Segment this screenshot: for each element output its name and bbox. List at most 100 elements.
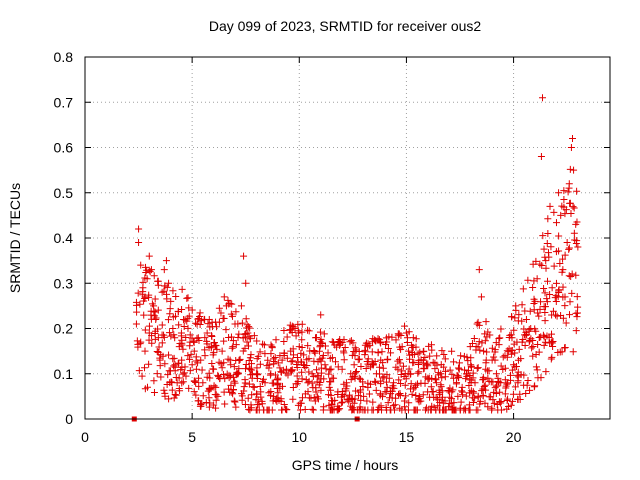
data-point bbox=[158, 321, 166, 329]
data-point bbox=[161, 282, 169, 290]
data-point bbox=[481, 399, 489, 407]
data-point bbox=[246, 324, 254, 332]
data-point bbox=[246, 365, 254, 373]
data-point bbox=[412, 343, 420, 351]
data-point bbox=[256, 383, 264, 391]
data-point bbox=[475, 266, 483, 274]
data-point bbox=[495, 378, 503, 386]
data-point bbox=[297, 349, 305, 357]
data-point bbox=[240, 252, 248, 260]
data-point bbox=[160, 333, 168, 341]
data-point bbox=[454, 392, 462, 400]
data-point bbox=[232, 403, 240, 411]
data-point bbox=[133, 301, 141, 309]
data-point bbox=[495, 334, 503, 342]
data-point bbox=[573, 218, 581, 226]
data-point bbox=[330, 338, 338, 346]
data-point bbox=[170, 354, 178, 362]
data-point bbox=[225, 374, 233, 382]
axis-ticks: 0 5 10 15 20 0 0.1 0.2 0.3 0.4 0.5 0.6 0.7 0.8 bbox=[54, 49, 610, 445]
data-point bbox=[221, 375, 229, 383]
data-point bbox=[135, 239, 143, 247]
data-point bbox=[534, 309, 542, 317]
data-point bbox=[293, 364, 301, 372]
data-point bbox=[276, 364, 284, 372]
data-point bbox=[414, 369, 422, 377]
data-point bbox=[267, 350, 275, 358]
data-point bbox=[181, 363, 189, 371]
data-point bbox=[242, 279, 250, 287]
data-point bbox=[167, 378, 175, 386]
data-point bbox=[573, 187, 581, 195]
data-point bbox=[150, 377, 158, 385]
data-point bbox=[327, 378, 335, 386]
data-point bbox=[392, 363, 400, 371]
data-point bbox=[537, 374, 545, 382]
data-point bbox=[514, 356, 522, 364]
data-point bbox=[217, 309, 225, 317]
data-point bbox=[309, 406, 317, 414]
data-point bbox=[289, 323, 297, 331]
data-point bbox=[507, 401, 515, 409]
data-point bbox=[454, 372, 462, 380]
data-point bbox=[272, 336, 280, 344]
data-point bbox=[298, 375, 306, 383]
data-point bbox=[385, 333, 393, 341]
data-point bbox=[199, 379, 207, 387]
data-point bbox=[168, 379, 176, 387]
data-point bbox=[559, 293, 567, 301]
data-point bbox=[301, 363, 309, 371]
data-point bbox=[510, 326, 518, 334]
data-point bbox=[312, 384, 320, 392]
data-point bbox=[532, 327, 540, 335]
data-point bbox=[440, 350, 448, 358]
data-point bbox=[278, 382, 286, 390]
data-point bbox=[448, 347, 456, 355]
data-point bbox=[474, 318, 482, 326]
data-point bbox=[206, 385, 214, 393]
x-tick-label: 0 bbox=[81, 429, 89, 445]
data-point bbox=[135, 225, 143, 233]
data-point bbox=[408, 390, 416, 398]
data-point bbox=[301, 405, 309, 413]
data-point bbox=[205, 369, 213, 377]
data-point bbox=[506, 331, 514, 339]
data-point bbox=[172, 373, 180, 381]
data-point bbox=[175, 374, 183, 382]
data-point bbox=[574, 243, 582, 251]
data-point bbox=[513, 371, 521, 379]
data-point bbox=[256, 348, 264, 356]
data-point bbox=[169, 287, 177, 295]
data-point bbox=[193, 334, 201, 342]
data-point bbox=[558, 202, 566, 210]
data-point bbox=[563, 239, 571, 247]
data-point bbox=[525, 327, 533, 335]
data-point bbox=[321, 342, 329, 350]
data-point bbox=[227, 361, 235, 369]
data-point bbox=[139, 278, 147, 286]
data-point bbox=[501, 364, 509, 372]
data-point bbox=[402, 392, 410, 400]
data-point bbox=[338, 388, 346, 396]
data-point bbox=[151, 335, 159, 343]
data-point bbox=[316, 347, 324, 355]
data-point bbox=[195, 374, 203, 382]
data-point bbox=[464, 357, 472, 365]
data-point bbox=[509, 390, 517, 398]
data-point bbox=[449, 386, 457, 394]
data-point bbox=[522, 328, 530, 336]
data-point bbox=[413, 406, 421, 414]
data-point bbox=[345, 397, 353, 405]
data-point bbox=[320, 375, 328, 383]
data-point bbox=[213, 323, 221, 331]
data-point bbox=[569, 134, 576, 142]
data-point bbox=[436, 398, 444, 406]
data-point bbox=[371, 357, 379, 365]
data-point bbox=[190, 347, 198, 355]
data-point bbox=[338, 398, 346, 406]
data-point bbox=[241, 376, 249, 384]
data-point bbox=[179, 378, 187, 386]
data-point bbox=[328, 354, 336, 362]
data-point bbox=[485, 393, 493, 401]
data-point bbox=[201, 346, 209, 354]
